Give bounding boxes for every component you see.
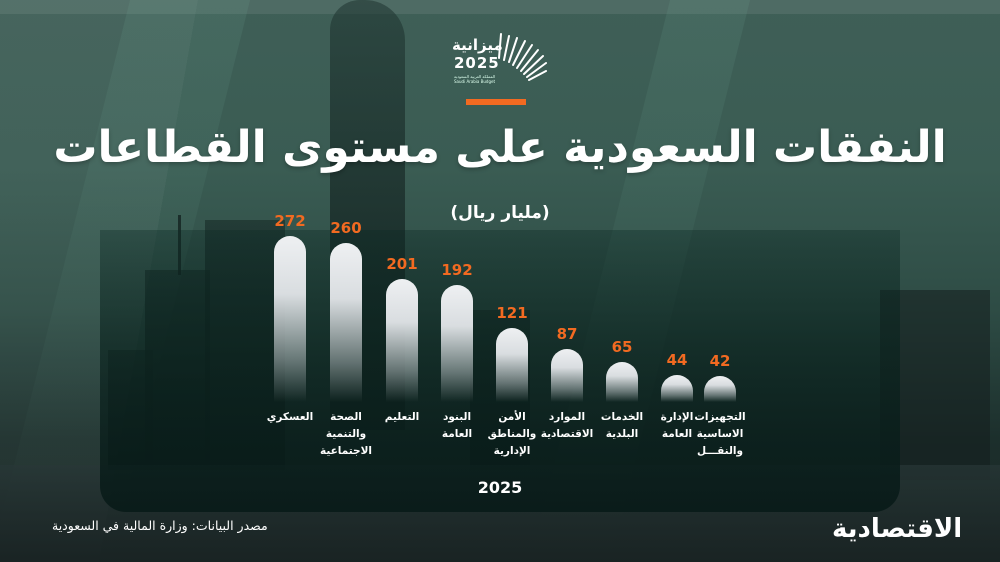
page-title: النفقات السعودية على مستوى القطاعات <box>53 122 947 173</box>
bar-category-label: الخدمات البلدية <box>600 411 644 440</box>
bar <box>330 243 362 402</box>
bar <box>661 375 693 402</box>
bar <box>551 348 583 402</box>
x-axis-label: 2025 <box>477 478 523 497</box>
bar-category-label: التعليم <box>384 411 420 423</box>
bar-value-label: 192 <box>441 260 473 279</box>
bar <box>606 362 638 402</box>
bar-category-label: العسكري <box>266 411 314 423</box>
bar-value-label: 121 <box>496 304 528 323</box>
logo-rays-icon <box>498 33 547 81</box>
budget-logo: ميزانية 2025 المملكة العربية السعودية Sau… <box>452 28 552 88</box>
source-note: مصدر البيانات: وزارة المالية في السعودية <box>52 518 268 533</box>
bar-value-label: 44 <box>666 351 688 370</box>
bar-category-label: التجهيزات الاساسية والنقـــل <box>694 411 746 457</box>
logo-arabic-text: ميزانية <box>452 36 503 54</box>
bar-value-label: 201 <box>386 255 418 274</box>
bar-value-label: 42 <box>709 352 731 371</box>
brand-logo: الاقتصادية <box>832 514 963 544</box>
top-strip <box>0 0 1000 14</box>
bar-value-label: 272 <box>274 212 306 230</box>
bar-value-label: 87 <box>556 324 578 343</box>
bar-category-label: الموارد الاقتصادية <box>540 411 594 440</box>
bar-category-label: البنود العامة <box>441 411 473 440</box>
bar-category-label: الأمن والمناطق الإدارية <box>487 411 537 457</box>
logo-year: 2025 <box>454 54 500 72</box>
bar <box>386 279 418 402</box>
bar <box>496 328 528 402</box>
bar <box>441 284 473 402</box>
bar-category-label: الإدارة العامة <box>660 411 694 440</box>
logo-subtitle: المملكة العربية السعودية Saudi Arabia Bud… <box>454 74 496 84</box>
bar-category-label: الصحة والتنمية الاجتماعية <box>319 411 373 457</box>
bar <box>274 236 306 402</box>
bar <box>704 376 736 402</box>
accent-divider <box>466 99 526 105</box>
unit-label: (مليار ريال) <box>450 203 550 223</box>
bar-value-label: 260 <box>330 219 362 238</box>
bar-value-label: 65 <box>611 338 633 357</box>
